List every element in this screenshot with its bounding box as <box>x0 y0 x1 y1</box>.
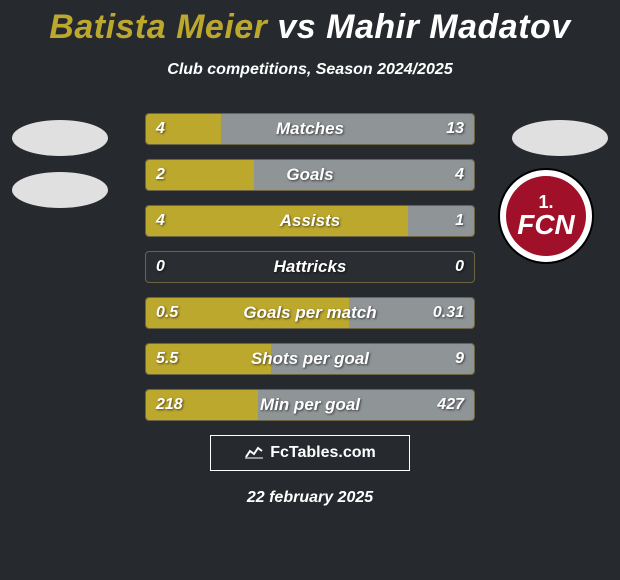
decoration-ellipse <box>12 120 108 156</box>
stat-row: 41Assists <box>145 205 475 237</box>
stat-label: Goals <box>146 160 474 190</box>
decoration-ellipse <box>512 120 608 156</box>
player2-name: Mahir Madatov <box>326 8 571 46</box>
comparison-bars: 413Matches 24Goals 41Assists 00Hattricks 0.5… <box>145 113 475 421</box>
branding-text: FcTables.com <box>270 444 376 462</box>
stat-row: 0.50.31Goals per match <box>145 297 475 329</box>
chart-icon <box>244 443 264 464</box>
stat-label: Hattricks <box>146 252 474 282</box>
stat-row: 218427Min per goal <box>145 389 475 421</box>
stat-label: Shots per goal <box>146 344 474 374</box>
decoration-ellipse <box>12 172 108 208</box>
stat-label: Assists <box>146 206 474 236</box>
stat-label: Goals per match <box>146 298 474 328</box>
stat-label: Min per goal <box>146 390 474 420</box>
stat-row: 00Hattricks <box>145 251 475 283</box>
stat-row: 413Matches <box>145 113 475 145</box>
club-badge-bottom: FCN <box>517 211 575 239</box>
player1-name: Batista Meier <box>49 8 267 46</box>
stat-row: 24Goals <box>145 159 475 191</box>
club-badge: 1. FCN <box>500 170 592 262</box>
stat-row: 5.59Shots per goal <box>145 343 475 375</box>
stat-label: Matches <box>146 114 474 144</box>
date-text: 22 february 2025 <box>0 489 620 507</box>
comparison-title: Batista Meier vs Mahir Madatov <box>0 0 620 47</box>
subtitle: Club competitions, Season 2024/2025 <box>0 61 620 79</box>
vs-text: vs <box>277 8 316 46</box>
branding-box: FcTables.com <box>210 435 410 471</box>
